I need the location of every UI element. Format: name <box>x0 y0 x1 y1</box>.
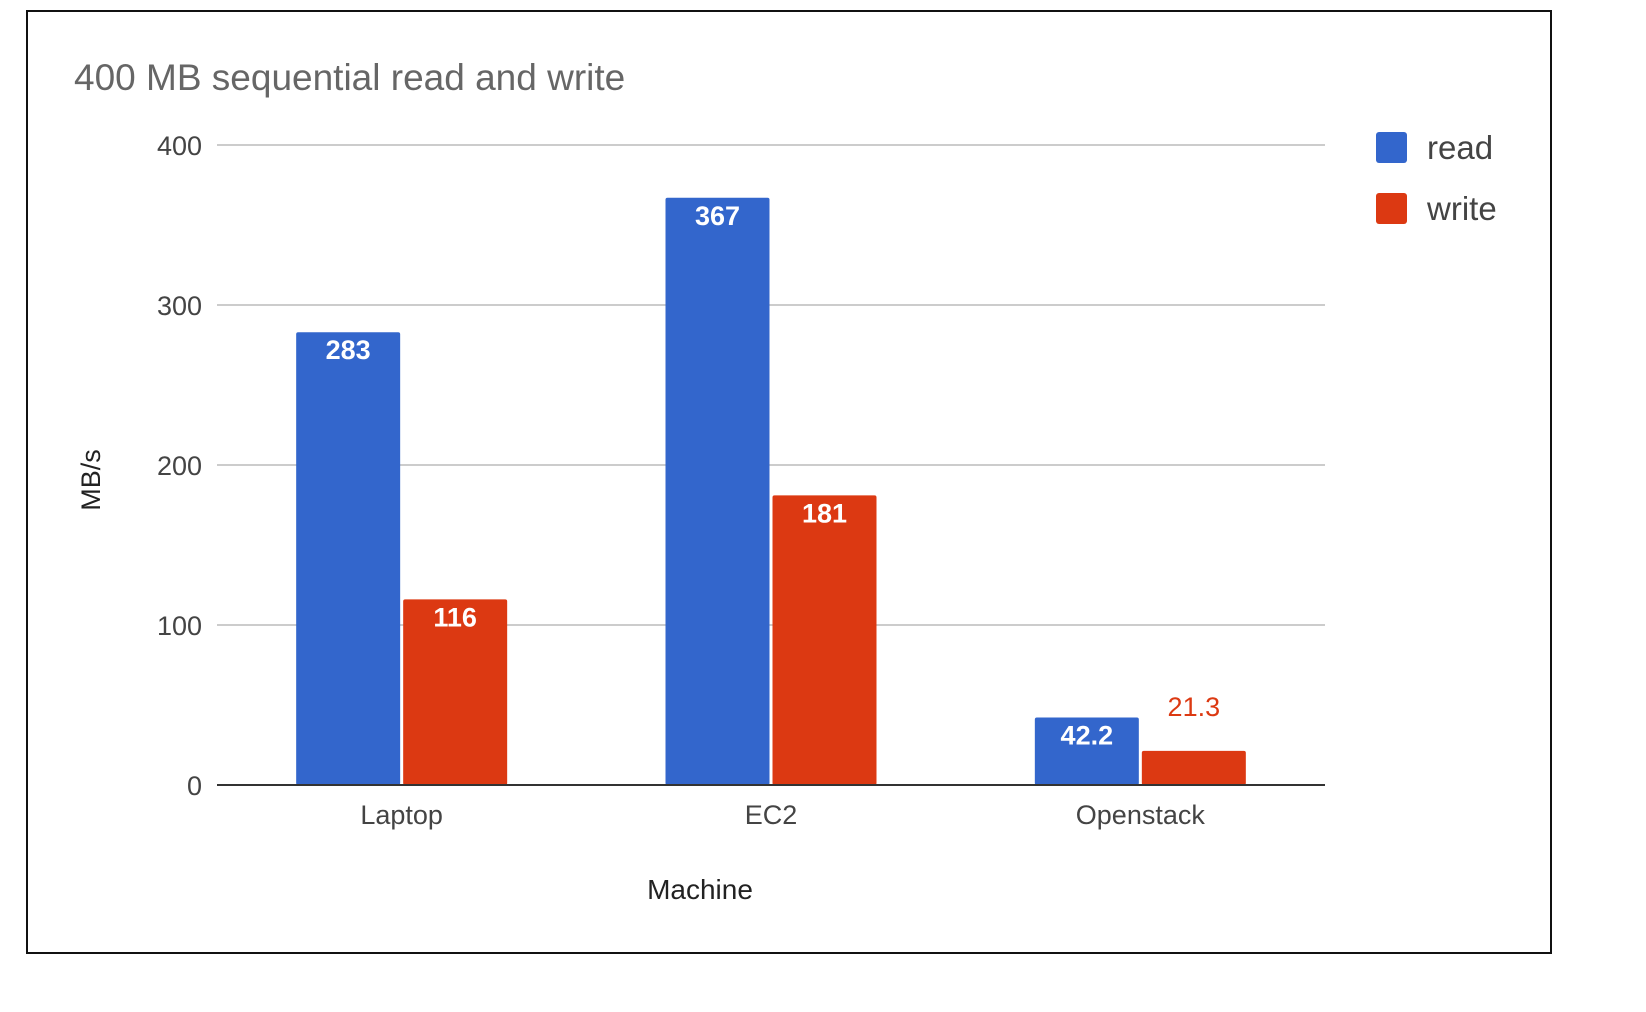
y-tick-label: 400 <box>157 131 202 161</box>
y-axis-ticks: 0 100 200 300 400 <box>157 131 202 801</box>
data-label-read: 283 <box>326 335 371 365</box>
bar-read <box>1034 717 1139 785</box>
bar-write <box>403 599 508 785</box>
x-tick-label: Laptop <box>360 800 443 830</box>
y-tick-label: 0 <box>187 771 202 801</box>
y-tick-label: 100 <box>157 611 202 641</box>
data-label-read: 42.2 <box>1061 720 1114 750</box>
data-label-write: 21.3 <box>1168 692 1221 722</box>
x-axis-ticks: Laptop EC2 Openstack <box>360 800 1205 830</box>
x-tick-label: EC2 <box>745 800 798 830</box>
x-axis-label: Machine <box>647 874 753 905</box>
data-label-write: 181 <box>802 498 847 528</box>
bar-write <box>772 495 877 785</box>
legend-label-write: write <box>1426 190 1497 227</box>
y-tick-label: 300 <box>157 291 202 321</box>
chart-frame <box>26 10 1552 954</box>
legend-swatch-read <box>1376 132 1407 163</box>
legend: read write <box>1376 129 1497 227</box>
y-axis-label: MB/s <box>76 449 106 511</box>
gridlines <box>217 144 1325 626</box>
x-tick-label: Openstack <box>1076 800 1206 830</box>
y-tick-label: 200 <box>157 451 202 481</box>
legend-label-read: read <box>1427 129 1493 166</box>
bar-read <box>665 197 770 786</box>
bars <box>296 197 1246 786</box>
data-label-write: 116 <box>433 602 477 632</box>
chart-title: 400 MB sequential read and write <box>74 57 625 98</box>
legend-swatch-write <box>1376 193 1407 224</box>
bar-write <box>1141 750 1246 785</box>
data-labels: 283 116 367 181 42.2 21.3 <box>326 201 1220 751</box>
bar-read <box>296 332 401 785</box>
data-label-read: 367 <box>695 201 740 231</box>
